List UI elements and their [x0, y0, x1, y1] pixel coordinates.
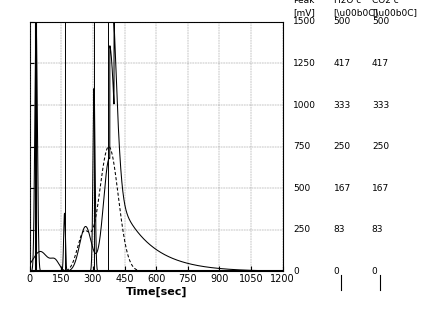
Text: 0: 0 — [372, 267, 378, 276]
Text: 0: 0 — [334, 267, 340, 276]
Text: 500: 500 — [334, 17, 351, 26]
Text: H2O c: H2O c — [334, 0, 361, 5]
Text: 167: 167 — [372, 184, 389, 193]
Text: 0: 0 — [293, 267, 299, 276]
Text: 250: 250 — [372, 142, 389, 151]
Text: 250: 250 — [334, 142, 351, 151]
Text: [\u00b0C]: [\u00b0C] — [372, 8, 417, 17]
Text: 1250: 1250 — [293, 59, 316, 68]
Text: 167: 167 — [334, 184, 351, 193]
Text: 333: 333 — [372, 100, 389, 110]
Text: 500: 500 — [372, 17, 389, 26]
Text: 83: 83 — [334, 225, 345, 234]
Text: [\u00b0C]: [\u00b0C] — [334, 8, 379, 17]
Text: 1000: 1000 — [293, 100, 316, 110]
Text: 750: 750 — [293, 142, 311, 151]
X-axis label: Time[sec]: Time[sec] — [125, 287, 187, 297]
Text: CO2 c: CO2 c — [372, 0, 399, 5]
Text: 250: 250 — [293, 225, 310, 234]
Text: 1500: 1500 — [293, 17, 316, 26]
Text: 333: 333 — [334, 100, 351, 110]
Text: Peak: Peak — [293, 0, 314, 5]
Text: 83: 83 — [372, 225, 383, 234]
Text: 417: 417 — [372, 59, 389, 68]
Text: 500: 500 — [293, 184, 311, 193]
Text: [mV]: [mV] — [293, 8, 315, 17]
Text: 417: 417 — [334, 59, 351, 68]
